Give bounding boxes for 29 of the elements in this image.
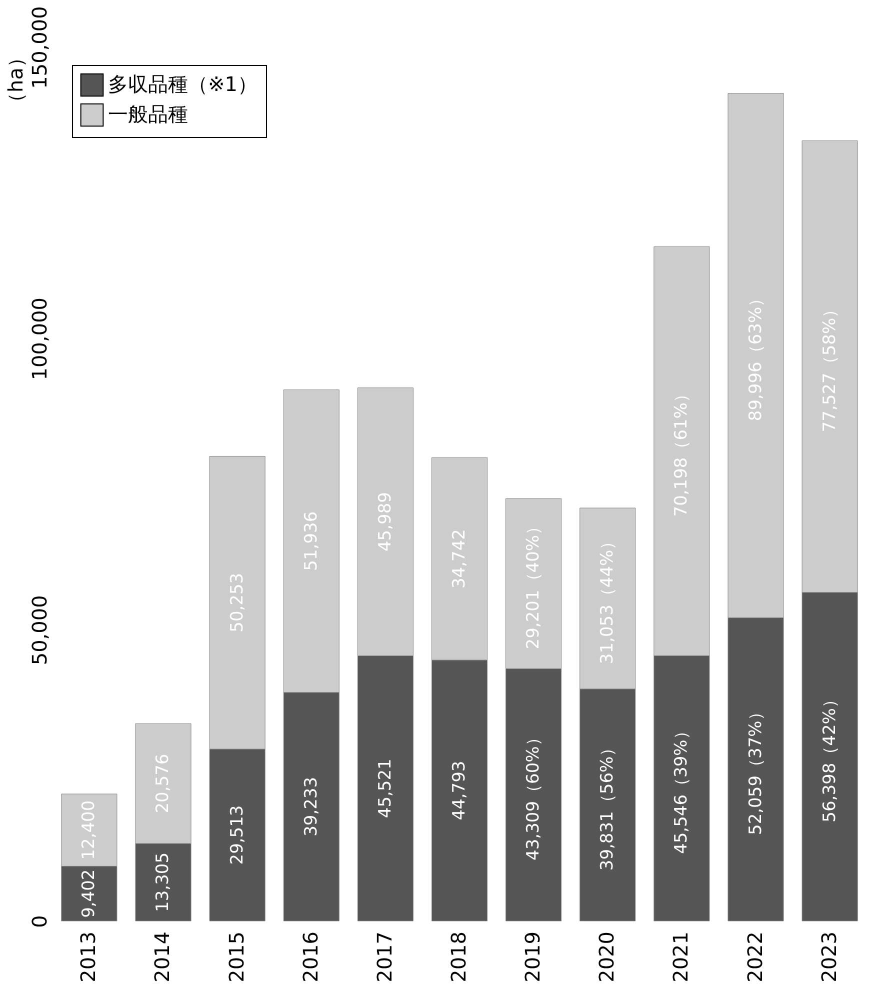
data-label: 44,793	[450, 760, 470, 820]
data-label: 43,309（60%）	[524, 729, 544, 860]
legend-label: 多収品種（※1）	[108, 72, 258, 96]
data-label: 56,398（42%）	[820, 691, 840, 822]
y-tick-label: 0	[28, 915, 52, 928]
data-label: 39,831（56%）	[598, 739, 618, 871]
x-tick-label: 2017	[372, 932, 396, 982]
x-tick-label: 2018	[446, 932, 470, 982]
legend-label: 一般品種	[108, 102, 188, 126]
x-tick-label: 2020	[594, 932, 619, 982]
x-tick-label: 2014	[150, 932, 174, 982]
data-label: 45,546（39%）	[672, 722, 692, 854]
data-label: 9,402	[79, 869, 100, 918]
data-label: 39,233	[301, 776, 322, 836]
x-tick-label: 2022	[742, 932, 767, 982]
y-tick-label: 150,000	[28, 6, 52, 89]
data-label: 29,513	[227, 805, 248, 865]
data-label: 52,059（37%）	[746, 704, 766, 835]
y-axis-title: （ha）	[4, 48, 28, 112]
y-tick-label: 50,000	[28, 595, 52, 666]
x-tick-label: 2021	[668, 932, 693, 982]
x-tick-label: 2019	[520, 932, 545, 982]
x-tick-label: 2015	[224, 932, 248, 982]
data-label: 13,305	[153, 852, 174, 912]
y-tick-label: 100,000	[28, 297, 52, 380]
x-tick-label: 2023	[816, 932, 841, 982]
x-tick-label: 2013	[76, 932, 100, 982]
x-tick-label: 2016	[298, 932, 322, 982]
data-label: 45,521	[375, 758, 396, 818]
